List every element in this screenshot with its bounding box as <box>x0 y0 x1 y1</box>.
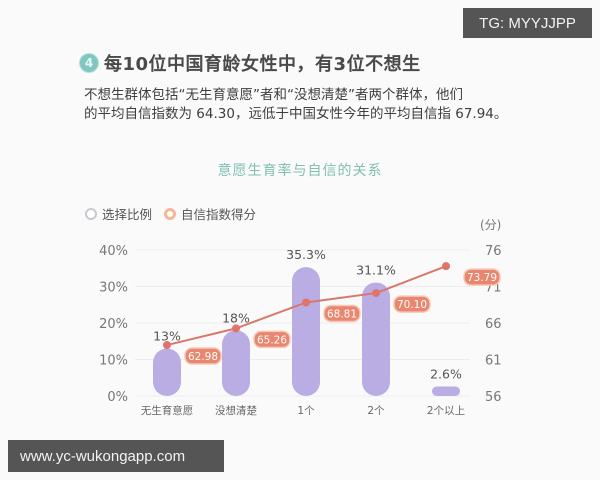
bar <box>362 282 390 396</box>
score-point <box>302 298 310 307</box>
score-label-bg <box>323 304 361 323</box>
bar <box>153 348 181 396</box>
x-axis-category: 1个 <box>297 405 315 417</box>
bar-value-label: 35.3% <box>286 247 326 262</box>
description-line-1: 不想生群体包括“无生育意愿”者和“没想清楚”者两个群体，他们 <box>84 87 463 103</box>
right-axis-tick: 56 <box>485 390 502 405</box>
score-point <box>232 324 240 333</box>
right-axis-tick: 76 <box>485 244 502 259</box>
legend-label: 自信指数得分 <box>181 207 257 222</box>
chart-legend: 选择比例 自信指数得分 <box>85 204 268 223</box>
right-axis-tick: 66 <box>485 317 502 332</box>
left-axis-tick: 10% <box>99 354 128 369</box>
x-axis-category: 2个 <box>367 405 385 417</box>
watermark-tg: TG: MYYJJPP <box>463 8 592 38</box>
legend-label: 选择比例 <box>102 207 153 222</box>
left-axis-tick: 20% <box>99 317 128 332</box>
score-label-bg <box>253 330 291 349</box>
circle-outline-icon <box>85 207 97 220</box>
x-axis-category: 2个以上 <box>427 405 465 417</box>
bar-value-label: 13% <box>153 329 181 344</box>
legend-item-ratio: 选择比例 <box>85 204 152 223</box>
chart-title: 意愿生育率与自信的关系 <box>217 163 383 179</box>
circle-outline-icon <box>164 207 177 220</box>
section-number-badge: 4 <box>80 54 98 72</box>
score-label-bg <box>184 347 222 365</box>
bar <box>432 386 460 396</box>
left-axis-tick: 0% <box>107 390 128 405</box>
score-label-bg <box>463 268 501 286</box>
bar-value-label: 2.6% <box>430 367 462 382</box>
score-point <box>442 262 450 271</box>
score-value-label: 70.10 <box>397 299 427 311</box>
score-value-label: 62.98 <box>188 351 218 363</box>
left-axis-tick: 30% <box>99 281 128 296</box>
bar-value-label: 31.1% <box>356 262 396 277</box>
watermark-url: www.yc-wukongapp.com <box>8 440 224 472</box>
legend-item-score: 自信指数得分 <box>164 204 256 223</box>
score-point <box>372 289 380 298</box>
score-label-bg <box>393 295 431 313</box>
right-axis-unit: (分) <box>480 218 502 232</box>
x-axis-category: 没想清楚 <box>215 404 257 417</box>
score-value-label: 73.79 <box>467 272 497 284</box>
section-heading: 4 每10位中国育龄女性中，有3位不想生 <box>80 50 421 76</box>
right-axis-tick: 61 <box>485 354 502 369</box>
x-axis-category: 无生育意愿 <box>141 404 194 417</box>
score-point <box>163 341 171 350</box>
score-value-label: 68.81 <box>327 308 357 320</box>
bar-value-label: 18% <box>222 310 250 325</box>
score-value-label: 65.26 <box>257 334 287 346</box>
bar <box>222 330 250 396</box>
description: 不想生群体包括“无生育意愿”者和“没想清楚”者两个群体，他们 的平均自信指数为 … <box>84 86 524 124</box>
description-line-2: 的平均自信指数为 64.30，远低于中国女性今年的平均自信指 67.94。 <box>84 106 508 122</box>
left-axis-tick: 40% <box>99 244 128 259</box>
bar <box>292 267 320 396</box>
section-title: 每10位中国育龄女性中，有3位不想生 <box>104 54 421 75</box>
